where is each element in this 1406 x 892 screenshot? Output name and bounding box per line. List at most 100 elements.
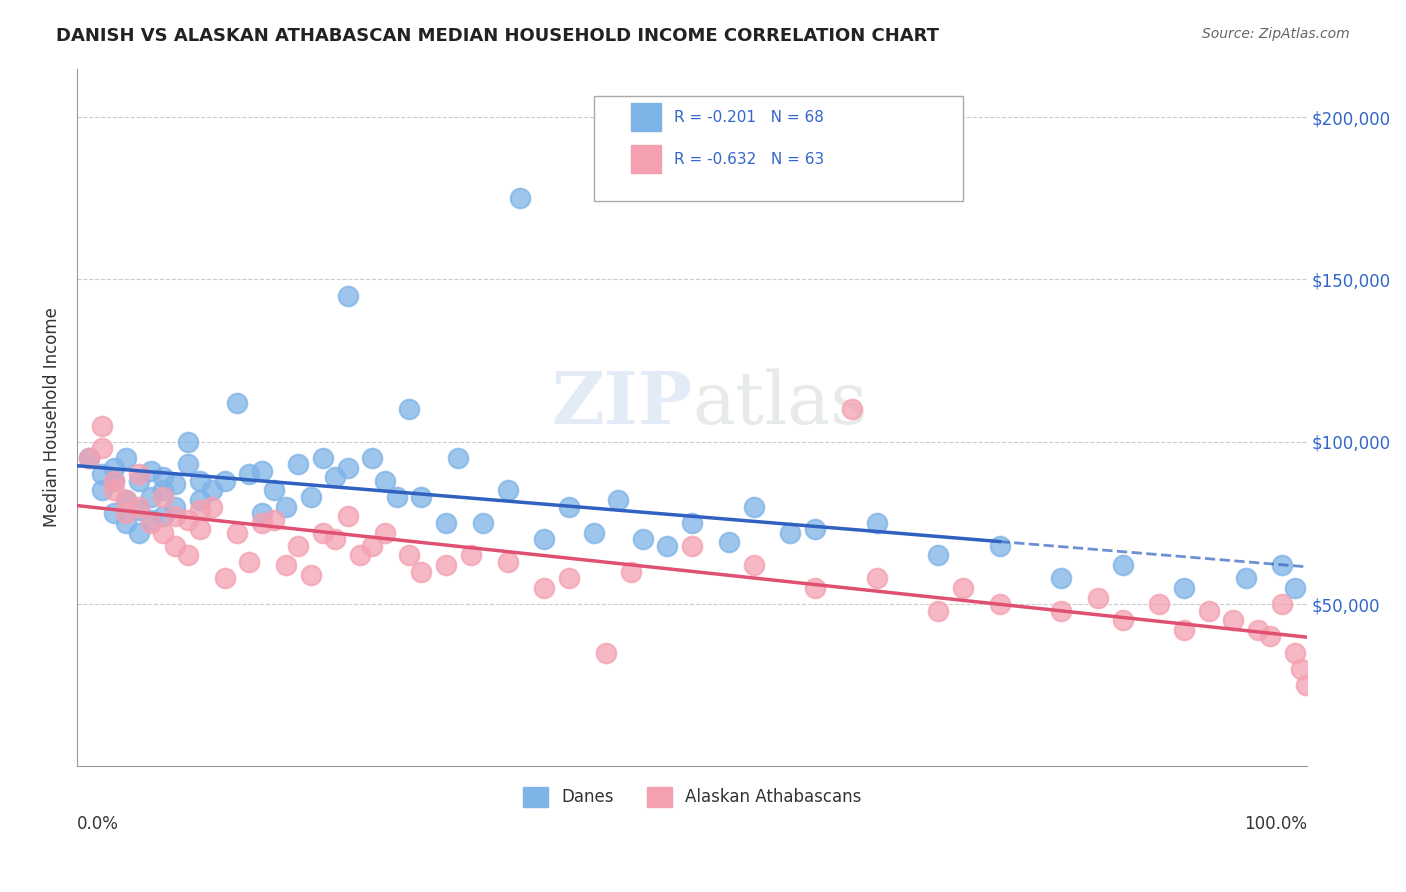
Point: [188, 493, 211, 508]
Text: 0.0%: 0.0%: [77, 815, 120, 833]
Point: [188, 474, 211, 488]
Point: [152, 490, 174, 504]
Point: [287, 458, 309, 472]
Point: [115, 493, 138, 508]
Point: [336, 289, 359, 303]
Point: [1271, 558, 1294, 573]
FancyBboxPatch shape: [593, 96, 963, 201]
Point: [250, 506, 273, 520]
Text: Source: ZipAtlas.com: Source: ZipAtlas.com: [1202, 27, 1350, 41]
Bar: [630, 145, 661, 173]
Point: [1289, 662, 1312, 676]
Point: [177, 458, 200, 472]
Point: [115, 506, 138, 520]
Point: [188, 503, 211, 517]
Point: [361, 450, 384, 465]
Point: [139, 490, 162, 504]
Point: [460, 549, 482, 563]
Point: [90, 418, 112, 433]
Point: [411, 565, 433, 579]
Point: [103, 474, 125, 488]
Point: [325, 470, 347, 484]
Point: [152, 470, 174, 484]
Point: [103, 460, 125, 475]
Point: [79, 450, 101, 465]
Point: [411, 490, 433, 504]
Point: [250, 516, 273, 530]
Point: [717, 535, 740, 549]
Point: [1258, 630, 1281, 644]
Point: [115, 493, 138, 508]
Point: [509, 191, 531, 205]
Point: [742, 500, 765, 514]
Point: [1234, 571, 1257, 585]
Point: [128, 500, 150, 514]
Text: 100.0%: 100.0%: [1244, 815, 1308, 833]
Point: [90, 483, 112, 498]
Point: [115, 516, 138, 530]
Point: [1284, 581, 1306, 595]
Point: [804, 522, 827, 536]
Point: [263, 483, 285, 498]
Point: [619, 565, 641, 579]
Point: [607, 493, 630, 508]
Y-axis label: Median Household Income: Median Household Income: [44, 308, 60, 527]
Point: [238, 555, 260, 569]
Text: atlas: atlas: [692, 368, 868, 439]
Point: [152, 509, 174, 524]
Point: [447, 450, 470, 465]
Point: [1295, 678, 1317, 692]
Point: [177, 549, 200, 563]
Point: [152, 483, 174, 498]
Point: [374, 474, 396, 488]
Point: [1198, 603, 1220, 617]
Point: [250, 464, 273, 478]
Point: [263, 513, 285, 527]
Point: [1111, 613, 1133, 627]
Point: [841, 402, 863, 417]
Point: [385, 490, 408, 504]
Point: [1173, 623, 1195, 637]
Point: [139, 464, 162, 478]
Point: [165, 477, 187, 491]
Text: ZIP: ZIP: [551, 368, 692, 439]
Point: [533, 532, 555, 546]
Point: [128, 474, 150, 488]
Point: [582, 525, 605, 540]
Point: [779, 525, 801, 540]
Point: [1271, 597, 1294, 611]
Point: [558, 500, 581, 514]
Text: R = -0.632   N = 63: R = -0.632 N = 63: [673, 152, 824, 167]
Point: [927, 603, 949, 617]
Point: [103, 483, 125, 498]
Point: [287, 539, 309, 553]
Point: [214, 571, 236, 585]
Point: [804, 581, 827, 595]
Point: [742, 558, 765, 573]
Point: [336, 460, 359, 475]
Point: [152, 525, 174, 540]
Point: [1087, 591, 1109, 605]
Point: [952, 581, 974, 595]
Point: [496, 555, 519, 569]
Point: [349, 549, 371, 563]
Point: [201, 483, 224, 498]
Point: [128, 467, 150, 482]
Point: [90, 442, 112, 456]
Point: [90, 467, 112, 482]
Point: [681, 516, 703, 530]
Point: [325, 532, 347, 546]
Text: DANISH VS ALASKAN ATHABASCAN MEDIAN HOUSEHOLD INCOME CORRELATION CHART: DANISH VS ALASKAN ATHABASCAN MEDIAN HOUS…: [56, 27, 939, 45]
Point: [214, 474, 236, 488]
Point: [865, 516, 887, 530]
Point: [165, 500, 187, 514]
Point: [865, 571, 887, 585]
Point: [1111, 558, 1133, 573]
Point: [496, 483, 519, 498]
Point: [312, 450, 335, 465]
Point: [165, 509, 187, 524]
Point: [115, 450, 138, 465]
Point: [312, 525, 335, 540]
Point: [361, 539, 384, 553]
Point: [238, 467, 260, 482]
